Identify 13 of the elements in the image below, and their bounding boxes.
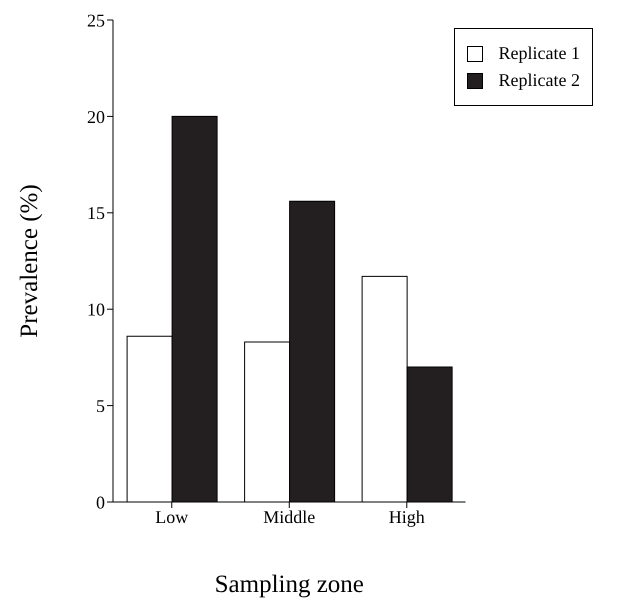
- x-tick-label: High: [388, 506, 425, 527]
- legend-label: Replicate 2: [498, 70, 580, 91]
- x-tick-label: Middle: [263, 506, 316, 527]
- x-axis-title: Sampling zone: [214, 571, 364, 598]
- y-tick-label: 10: [87, 300, 105, 320]
- y-tick-label: 5: [96, 396, 105, 416]
- y-tick-label: 15: [87, 203, 105, 224]
- y-tick-label: 0: [96, 492, 105, 512]
- x-tick-label: Low: [155, 506, 188, 527]
- legend-label: Replicate 1: [498, 43, 580, 64]
- y-tick-label: 20: [87, 106, 105, 127]
- y-axis-title: Prevalence (%): [16, 184, 43, 338]
- y-tick-label: 25: [87, 10, 105, 30]
